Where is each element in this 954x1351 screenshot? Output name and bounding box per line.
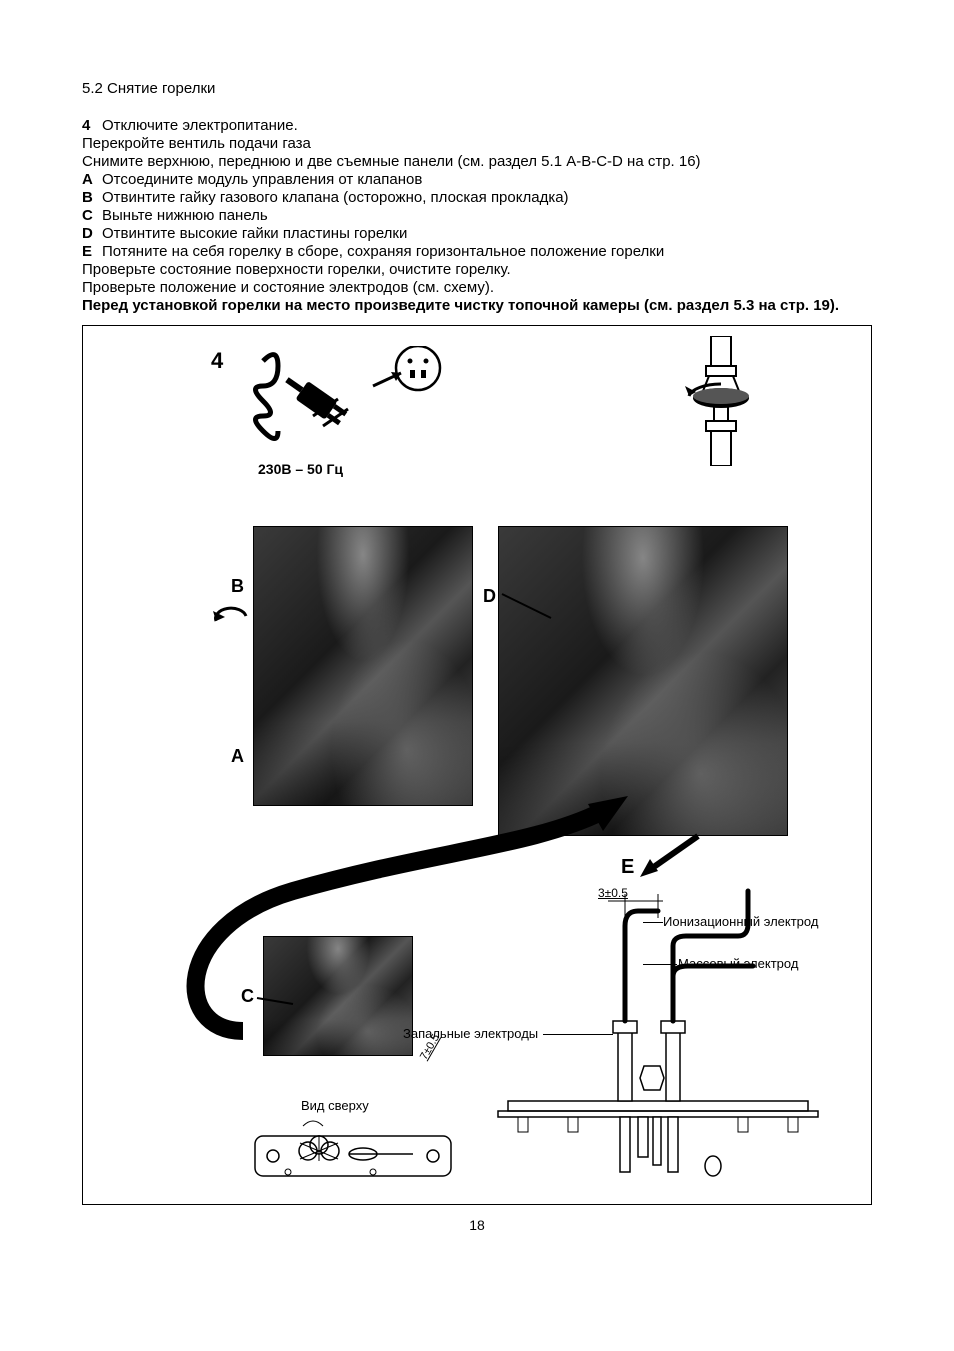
step-bold-note: Перед установкой горелки на место произв… bbox=[82, 297, 872, 315]
step-c: CВыньте нижнюю панель bbox=[82, 207, 872, 225]
instructions-block: 4Отключите электропитание. Перекройте ве… bbox=[82, 117, 872, 315]
step-b-lead: B bbox=[82, 189, 102, 207]
pointer-line-c-icon bbox=[255, 990, 295, 1010]
dimension-top-label: 3±0.5 bbox=[598, 886, 628, 900]
figure-label-c: C bbox=[241, 986, 254, 1007]
gas-valve-icon bbox=[681, 336, 761, 466]
step-d-lead: D bbox=[82, 225, 102, 243]
ionization-callout-line bbox=[643, 922, 663, 923]
power-plug-icon bbox=[253, 346, 453, 446]
ionization-electrode-label: Ионизационный электрод bbox=[663, 914, 818, 929]
photo-b-a bbox=[253, 526, 473, 806]
photo-d bbox=[498, 526, 788, 836]
mass-callout-line bbox=[643, 964, 677, 965]
mass-electrode-label: Массовый электрод bbox=[678, 956, 798, 971]
step-a: AОтсоедините модуль управления от клапан… bbox=[82, 171, 872, 189]
figure-label-b: B bbox=[231, 576, 244, 597]
step-a-lead: A bbox=[82, 171, 102, 189]
step-c-text: Выньте нижнюю панель bbox=[102, 207, 268, 224]
figure-box: 4 230В – 50 Гц bbox=[82, 325, 872, 1205]
step-d-text: Отвинтите высокие гайки пластины горелки bbox=[102, 225, 407, 242]
step-b-text: Отвинтите гайку газового клапана (осторо… bbox=[102, 189, 569, 206]
topview-diagram-icon bbox=[253, 1116, 453, 1186]
rotate-arrow-b-icon bbox=[211, 601, 251, 631]
step-check-electrodes: Проверьте положение и состояние электрод… bbox=[82, 279, 872, 297]
step-4: 4Отключите электропитание. bbox=[82, 117, 872, 135]
page: 5.2 Снятие горелки 4Отключите электропит… bbox=[0, 0, 954, 1273]
step-e-text: Потяните на себя горелку в сборе, сохран… bbox=[102, 243, 664, 260]
step-4-lead: 4 bbox=[82, 117, 102, 135]
page-number: 18 bbox=[82, 1217, 872, 1233]
step-4-text: Отключите электропитание. bbox=[102, 117, 298, 134]
step-check-surface: Проверьте состояние поверхности горелки,… bbox=[82, 261, 872, 279]
step-b: BОтвинтите гайку газового клапана (остор… bbox=[82, 189, 872, 207]
figure-label-a: A bbox=[231, 746, 244, 767]
step-e-lead: E bbox=[82, 243, 102, 261]
step-a-text: Отсоедините модуль управления от клапано… bbox=[102, 171, 422, 188]
section-heading: 5.2 Снятие горелки bbox=[82, 80, 872, 97]
figure-label-d: D bbox=[483, 586, 496, 607]
figure-label-4: 4 bbox=[211, 348, 223, 374]
step-d: DОтвинтите высокие гайки пластины горелк… bbox=[82, 225, 872, 243]
step-close-valve: Перекройте вентиль подачи газа bbox=[82, 135, 872, 153]
step-c-lead: C bbox=[82, 207, 102, 225]
topview-caption: Вид сверху bbox=[301, 1098, 369, 1113]
voltage-label: 230В – 50 Гц bbox=[258, 461, 343, 477]
pointer-line-d-icon bbox=[496, 588, 556, 628]
step-e: EПотяните на себя горелку в сборе, сохра… bbox=[82, 243, 872, 261]
step-remove-panels: Снимите верхнюю, переднюю и две съемные … bbox=[82, 153, 872, 171]
